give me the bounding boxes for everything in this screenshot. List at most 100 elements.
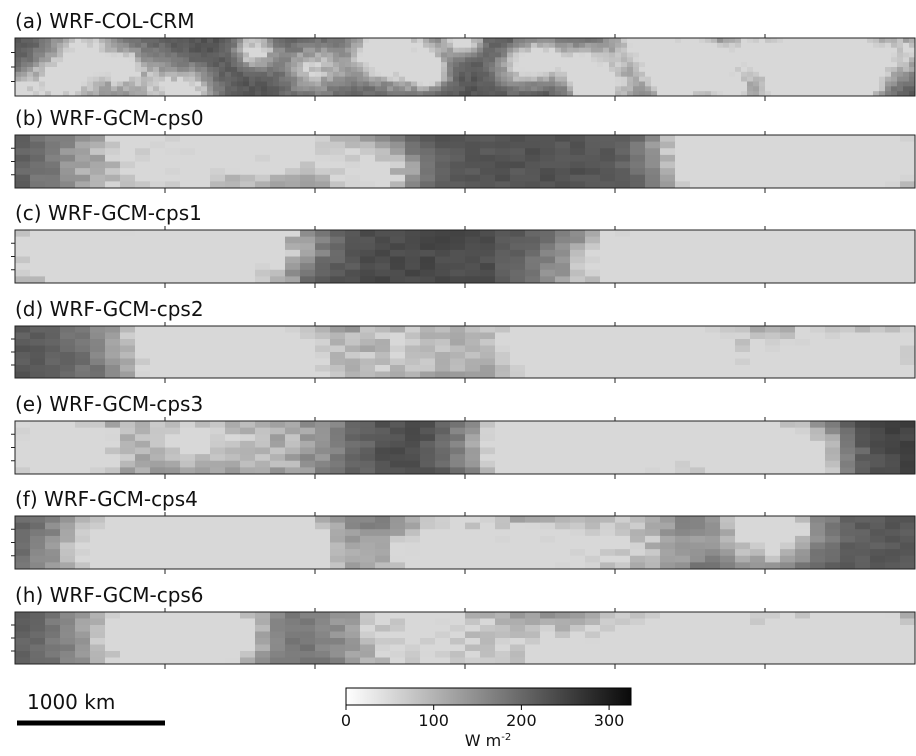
pixel [411, 38, 418, 44]
pixel [705, 447, 721, 455]
pixel [21, 71, 28, 78]
pixel [573, 76, 580, 82]
pixel [687, 47, 694, 53]
pixel [495, 57, 502, 63]
pixel [765, 529, 781, 537]
pixel [351, 81, 358, 87]
pixel [471, 57, 478, 63]
pixel [450, 168, 466, 176]
pixel [795, 181, 811, 189]
pixel [729, 38, 736, 44]
pixel [225, 516, 241, 524]
pixel [873, 86, 880, 92]
pixel [870, 612, 886, 619]
pixel [900, 174, 916, 182]
pixel [135, 236, 151, 244]
pixel [735, 269, 751, 277]
pixel [870, 440, 886, 448]
pixel [825, 81, 832, 87]
pixel [885, 52, 892, 58]
pixel [465, 154, 481, 162]
pixel [645, 644, 661, 652]
pixel [795, 276, 811, 284]
pixel [540, 256, 556, 264]
pixel [165, 516, 181, 524]
pixel [285, 371, 301, 379]
pixel [150, 651, 166, 658]
pixel [585, 467, 601, 475]
pixel [540, 339, 556, 346]
pixel [687, 67, 694, 73]
pixel [765, 86, 772, 92]
pixel [240, 454, 256, 462]
pixel [345, 427, 361, 435]
pixel [795, 269, 811, 277]
pixel [399, 57, 406, 63]
pixel [780, 339, 796, 346]
pixel [690, 263, 706, 271]
pixel [30, 516, 46, 524]
pixel [30, 249, 46, 257]
pixel [420, 657, 436, 665]
pixel [780, 562, 796, 570]
pixel [507, 91, 514, 97]
pixel [105, 81, 112, 87]
pixel [783, 57, 790, 63]
pixel [501, 62, 508, 68]
pixel [210, 269, 226, 277]
pixel [825, 141, 841, 149]
pixel [585, 651, 601, 658]
pixel [213, 47, 220, 53]
pixel [555, 460, 571, 468]
pixel [555, 86, 562, 92]
pixel [117, 38, 124, 44]
pixel [660, 148, 676, 156]
pixel [90, 326, 106, 333]
pixel [300, 365, 316, 372]
pixel [471, 47, 478, 53]
pixel [780, 447, 796, 455]
pixel [540, 141, 556, 149]
pixel [639, 42, 646, 49]
pixel [279, 76, 286, 82]
pixel [75, 535, 91, 543]
pixel [555, 529, 571, 537]
pixel [249, 57, 256, 63]
pixel [780, 135, 796, 143]
pixel [240, 352, 256, 359]
pixel [735, 67, 742, 73]
pixel [15, 535, 31, 543]
pixel [390, 651, 406, 658]
pixel [513, 86, 520, 92]
pixel [363, 47, 370, 53]
pixel [831, 42, 838, 49]
pixel [165, 460, 181, 468]
pixel [351, 71, 358, 78]
pixel [525, 467, 541, 475]
pixel [30, 135, 46, 143]
pixel [789, 42, 796, 49]
pixel [903, 67, 910, 73]
pixel [69, 71, 76, 78]
pixel [441, 71, 448, 78]
pixel [309, 67, 316, 73]
pixel [855, 161, 871, 169]
pixel [771, 47, 778, 53]
pixel [801, 71, 808, 78]
pixel [87, 38, 94, 44]
pixel [633, 71, 640, 78]
pixel [657, 86, 664, 92]
pixel [861, 42, 868, 49]
pixel [840, 460, 856, 468]
pixel [351, 76, 358, 82]
pixel [270, 154, 286, 162]
pixel [555, 174, 571, 182]
pixel [795, 542, 811, 550]
pixel [645, 612, 661, 619]
pixel [735, 62, 742, 68]
pixel [540, 542, 556, 550]
pixel [735, 542, 751, 550]
pixel [579, 67, 586, 73]
pixel [315, 631, 331, 639]
pixel [510, 326, 526, 333]
